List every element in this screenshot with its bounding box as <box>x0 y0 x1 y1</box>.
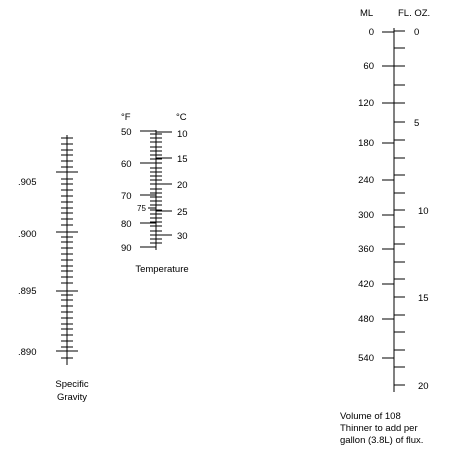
ml-label-0: 0 <box>369 27 374 38</box>
ml-label-360: 360 <box>358 244 374 255</box>
celsius-label-25: 25 <box>177 207 188 218</box>
floz-label-15: 15 <box>418 293 429 304</box>
fahrenheit-label-60: 60 <box>121 159 132 170</box>
ml-label-120: 120 <box>358 98 374 109</box>
specific-gravity-scale: .905 .900 .895 .890 Specific Gravity <box>18 135 89 403</box>
floz-label-0: 0 <box>414 27 419 38</box>
gravity-label-890: .890 <box>18 347 37 358</box>
fahrenheit-label-70: 70 <box>121 191 132 202</box>
volume-ticks <box>382 30 405 386</box>
fahrenheit-label-90: 90 <box>121 243 132 254</box>
fahrenheit-label-50: 50 <box>121 127 132 138</box>
celsius-label-15: 15 <box>177 154 188 165</box>
gravity-label-895: .895 <box>18 286 37 297</box>
gravity-caption-line-2: Gravity <box>57 392 87 403</box>
gravity-caption-line-1: Specific <box>55 379 89 390</box>
temperature-ticks <box>140 130 172 248</box>
ml-label-240: 240 <box>358 175 374 186</box>
gravity-label-900: .900 <box>18 229 37 240</box>
celsius-label-30: 30 <box>177 231 188 242</box>
volume-caption-line-2: Thinner to add per <box>340 423 418 434</box>
floz-header: FL. OZ. <box>398 8 430 19</box>
volume-scale: ML FL. OZ. 0 60 120 180 240 300 360 420 … <box>340 8 430 446</box>
volume-caption-line-3: gallon (3.8L) of flux. <box>340 435 423 446</box>
temperature-scale: °F °C 50 60 70 75 80 90 10 15 20 25 30 T… <box>121 112 189 275</box>
ml-label-180: 180 <box>358 138 374 149</box>
ml-label-540: 540 <box>358 353 374 364</box>
ml-header: ML <box>360 8 373 19</box>
floz-label-5: 5 <box>414 118 419 129</box>
floz-label-10: 10 <box>418 206 429 217</box>
volume-caption-line-1: Volume of 108 <box>340 411 401 422</box>
celsius-header: °C <box>176 112 187 123</box>
fahrenheit-label-80: 80 <box>121 219 132 230</box>
ml-label-300: 300 <box>358 210 374 221</box>
gravity-ticks <box>56 137 78 359</box>
floz-label-20: 20 <box>418 381 429 392</box>
ml-label-420: 420 <box>358 279 374 290</box>
gravity-label-905: .905 <box>18 177 37 188</box>
ml-label-60: 60 <box>363 61 374 72</box>
fahrenheit-header: °F <box>121 112 131 123</box>
temperature-caption: Temperature <box>135 264 188 275</box>
fahrenheit-label-75: 75 <box>137 204 146 213</box>
celsius-label-20: 20 <box>177 180 188 191</box>
celsius-label-10: 10 <box>177 129 188 140</box>
ml-label-480: 480 <box>358 314 374 325</box>
